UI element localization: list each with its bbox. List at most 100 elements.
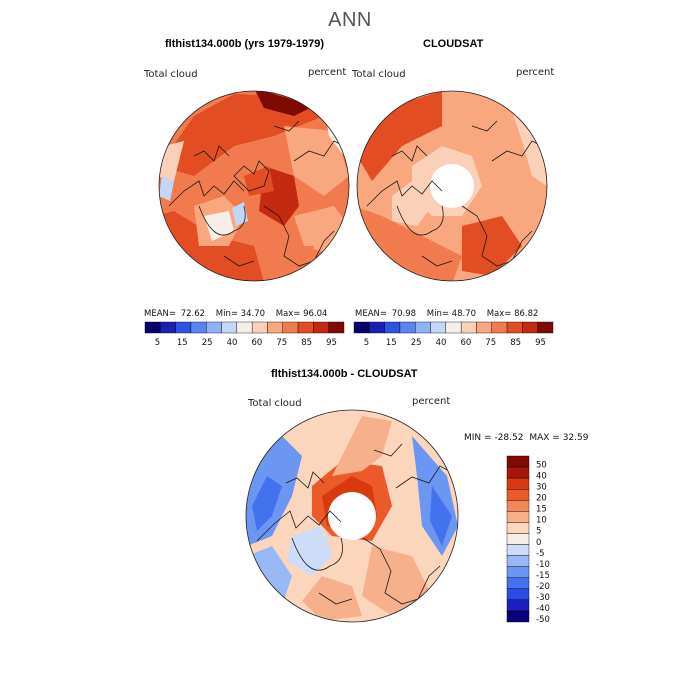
colorbar2-tick-label-7: 95 xyxy=(535,338,546,348)
colorbar3-swatch-1 xyxy=(506,466,530,479)
colorbar3-tick-label-0: 50 xyxy=(536,460,547,470)
panel2-title: CLOUDSAT xyxy=(423,38,484,50)
map2-coastline-5 xyxy=(421,255,453,267)
map2-pole-hole xyxy=(430,164,474,208)
colorbar1-swatch-11 xyxy=(313,321,329,334)
colorbar3-swatch-13 xyxy=(506,599,530,612)
colorbar1-swatch-3 xyxy=(190,321,207,334)
map1-coastline-7 xyxy=(273,120,300,132)
colorbar3-tick-label-4: 15 xyxy=(536,505,547,515)
map2-field-low-ne xyxy=(512,111,547,186)
map3-coastline-0 xyxy=(256,510,342,542)
map3-coastline-1 xyxy=(285,471,325,489)
colorbar2-swatch-6 xyxy=(445,321,462,334)
map1-coastline-5 xyxy=(293,140,345,162)
map1-coastline-6 xyxy=(223,255,255,267)
map3-field-negmore-w xyxy=(252,476,282,531)
colorbar3-swatch-3 xyxy=(506,489,530,501)
colorbar2-swatch-12 xyxy=(537,321,554,334)
colorbar3-swatch-9 xyxy=(506,555,530,567)
panel1-stats: MEAN= 72.62 Min= 34.70 Max= 96.04 xyxy=(144,309,327,319)
colorbar1-swatch-7 xyxy=(251,321,268,334)
colorbar3-tick-label-8: -5 xyxy=(536,549,544,559)
map1-coastline-4 xyxy=(263,205,335,267)
colorbar3-swatch-7 xyxy=(506,533,530,545)
panel1-right-label: percent xyxy=(308,67,347,78)
colorbar3-swatch-6 xyxy=(506,522,530,534)
colorbar2-tick-label-2: 25 xyxy=(411,338,422,348)
colorbar3-swatch-14 xyxy=(506,610,530,623)
colorbar3-swatch-8 xyxy=(506,544,530,556)
map2-field-mid-ne xyxy=(472,116,532,186)
colorbar3-swatch-10 xyxy=(506,566,530,578)
colorbar3-tick-label-1: 40 xyxy=(536,471,547,481)
colorbar2-swatch-11 xyxy=(522,321,538,334)
colorbar1-swatch-10 xyxy=(297,321,314,334)
panel3-left-label: Total cloud xyxy=(248,398,302,409)
panel1-min-label: Min= xyxy=(215,309,238,319)
map2-coastline-6 xyxy=(471,120,498,132)
map2-coastline-4 xyxy=(491,140,543,162)
map2-field-greenland xyxy=(392,181,432,226)
colorbar1-tick-label-5: 75 xyxy=(276,338,287,348)
map3-coastline-4 xyxy=(395,465,452,489)
panel1-mean-value: 72.62 xyxy=(180,309,206,319)
panel2-stats: MEAN= 70.98 Min= 48.70 Max= 86.82 xyxy=(355,309,538,319)
colorbar2-swatch-4 xyxy=(415,321,431,334)
colorbar3-swatch-4 xyxy=(506,500,530,512)
map2-coastline-0 xyxy=(366,180,443,207)
map-panel2 xyxy=(356,90,548,282)
colorbar3-tick-label-10: -15 xyxy=(536,571,550,581)
colorbar2-swatch-7 xyxy=(460,321,477,334)
colorbar3-tick-label-12: -30 xyxy=(536,593,550,603)
colorbar3-tick-label-3: 20 xyxy=(536,494,547,504)
colorbar1-tick-label-1: 15 xyxy=(177,338,188,348)
colorbar1-swatch-2 xyxy=(175,321,192,334)
map3-field-pos-sw xyxy=(302,576,362,621)
colorbar3-swatch-12 xyxy=(506,588,530,601)
colorbar1-tick-label-0: 5 xyxy=(155,338,160,348)
panel3-min-value: -28.52 xyxy=(494,433,524,443)
panel2-mean-value: 70.98 xyxy=(391,309,417,319)
panel1-left-label: Total cloud xyxy=(144,69,198,80)
colorbar1-swatch-0 xyxy=(144,321,161,334)
colorbar1-swatch-9 xyxy=(282,321,299,334)
panel2-mean-label: MEAN= xyxy=(355,309,387,319)
map1-coastline-3 xyxy=(233,160,270,192)
map1-field-high-n xyxy=(159,94,324,176)
panel3-max-value: 32.59 xyxy=(562,433,589,443)
panel2-max-value: 86.82 xyxy=(514,309,539,319)
colorbar2-tick-label-5: 75 xyxy=(485,338,496,348)
map2-field-high-nw xyxy=(357,91,442,181)
map1-field-greenland-b xyxy=(204,211,234,241)
colorbar1-swatch-6 xyxy=(236,321,253,334)
panel2-right-label: percent xyxy=(516,67,555,78)
map1-field-center xyxy=(244,166,274,196)
colorbar2-tick-label-1: 15 xyxy=(386,338,397,348)
colorbar2-swatch-9 xyxy=(491,321,508,334)
map3-coastline-2 xyxy=(291,537,343,571)
colorbar3-tick-label-11: -20 xyxy=(536,582,550,592)
map2-coastline-1 xyxy=(391,145,428,162)
map3-field-pos-n xyxy=(332,416,392,476)
colorbar1-swatch-4 xyxy=(206,321,222,334)
map1-coastline-1 xyxy=(193,145,230,162)
panel2-left-label: Total cloud xyxy=(352,69,406,80)
colorbar2-swatch-1 xyxy=(369,321,385,334)
colorbar3-tick-label-7: 0 xyxy=(536,538,541,548)
map1-boundary xyxy=(158,90,350,282)
colorbar1-tick-label-3: 40 xyxy=(227,338,238,348)
map3-field-neg-sw xyxy=(247,546,292,606)
map3-pole-hole xyxy=(328,492,376,540)
panel3-minmax: MIN = -28.52 MAX = 32.59 xyxy=(464,433,588,443)
map-panel3 xyxy=(245,409,459,623)
colorbar2-swatch-10 xyxy=(506,321,523,334)
panel3-min-label: MIN = xyxy=(464,433,492,443)
map1-coastline-0 xyxy=(168,180,245,207)
colorbar3-tick-label-5: 10 xyxy=(536,516,547,526)
colorbar2-tick-label-6: 85 xyxy=(510,338,521,348)
panel1-max-label: Max= xyxy=(275,309,301,319)
colorbar3-tick-label-13: -40 xyxy=(536,604,550,614)
